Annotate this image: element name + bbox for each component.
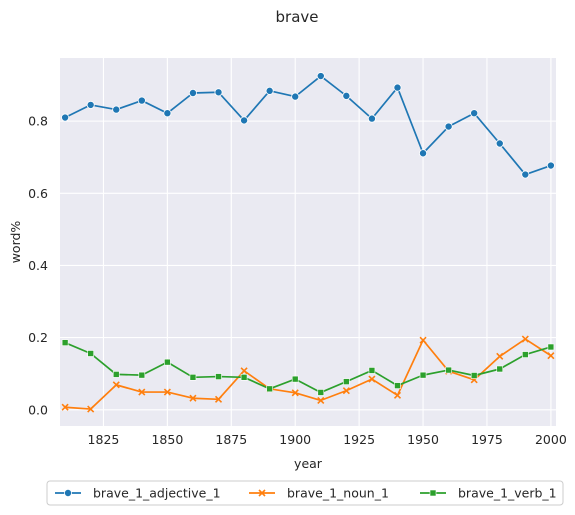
legend-marker bbox=[258, 489, 266, 497]
data-point bbox=[265, 86, 274, 95]
data-point bbox=[188, 88, 197, 97]
legend-label: brave_1_adjective_1 bbox=[93, 486, 221, 501]
data-point bbox=[343, 378, 350, 385]
x-tick-label: 1900 bbox=[279, 432, 311, 447]
x-tick-label: 2000 bbox=[535, 432, 567, 447]
data-point bbox=[87, 405, 95, 413]
y-tick-label: 0.0 bbox=[28, 402, 48, 417]
data-point bbox=[189, 394, 197, 402]
y-tick-label: 0.4 bbox=[28, 258, 48, 273]
series-brave_1_verb_1 bbox=[61, 339, 555, 396]
data-point bbox=[112, 381, 120, 389]
legend-marker bbox=[429, 489, 437, 497]
grid-lines bbox=[60, 58, 556, 426]
data-point bbox=[522, 351, 529, 358]
data-point bbox=[189, 373, 197, 381]
data-point bbox=[291, 389, 299, 397]
data-point bbox=[137, 96, 146, 105]
data-point bbox=[164, 358, 171, 366]
data-point bbox=[61, 113, 70, 122]
data-point bbox=[495, 139, 504, 148]
data-point bbox=[214, 88, 223, 97]
data-point bbox=[214, 395, 223, 403]
data-point bbox=[393, 391, 402, 399]
chart-title: brave bbox=[276, 8, 319, 26]
series-line bbox=[64, 341, 552, 394]
data-point bbox=[419, 371, 427, 379]
legend-item: brave_1_adjective_1 bbox=[55, 486, 221, 501]
y-tick-label: 0.2 bbox=[28, 330, 48, 345]
x-tick-label: 1825 bbox=[88, 432, 120, 447]
data-point bbox=[470, 109, 479, 118]
x-axis-ticks: 1825 1850 1875 1900 1925 1950 1975 2000 bbox=[88, 432, 567, 447]
series-line bbox=[65, 338, 552, 410]
legend: brave_1_adjective_1 brave_1_noun_1 brave_1… bbox=[46, 480, 564, 506]
data-point bbox=[342, 387, 350, 395]
x-axis-label: year bbox=[294, 456, 323, 471]
y-axis-label: word% bbox=[8, 221, 23, 264]
data-point bbox=[496, 365, 504, 373]
data-point bbox=[112, 105, 121, 114]
series-line bbox=[64, 75, 552, 176]
legend-label: brave_1_noun_1 bbox=[287, 486, 389, 501]
series-layer bbox=[61, 72, 555, 413]
plot-area bbox=[60, 58, 556, 426]
data-point bbox=[138, 371, 146, 379]
data-point bbox=[112, 371, 120, 378]
data-point bbox=[291, 92, 300, 101]
legend-item: brave_1_noun_1 bbox=[249, 486, 389, 501]
data-point bbox=[138, 388, 146, 396]
data-point bbox=[394, 382, 401, 389]
data-point bbox=[368, 367, 376, 374]
x-tick-label: 1850 bbox=[151, 432, 183, 447]
data-point bbox=[393, 83, 402, 92]
data-point bbox=[419, 336, 427, 344]
data-point bbox=[87, 350, 94, 357]
data-point bbox=[317, 396, 325, 404]
data-point bbox=[445, 366, 452, 374]
legend-box bbox=[46, 480, 564, 506]
series-brave_1_noun_1 bbox=[61, 335, 555, 413]
data-point bbox=[61, 403, 69, 411]
data-point bbox=[521, 170, 530, 179]
y-tick-label: 0.6 bbox=[28, 186, 48, 201]
x-tick-label: 1950 bbox=[407, 432, 439, 447]
data-point bbox=[521, 335, 529, 343]
data-point bbox=[215, 373, 222, 380]
legend-label: brave_1_verb_1 bbox=[458, 486, 557, 501]
data-point bbox=[266, 385, 273, 393]
data-point bbox=[61, 339, 69, 346]
data-point bbox=[291, 375, 299, 383]
x-tick-label: 1875 bbox=[215, 432, 247, 447]
data-point bbox=[163, 388, 171, 396]
data-point bbox=[546, 161, 555, 170]
data-point bbox=[547, 352, 555, 360]
data-point bbox=[317, 389, 325, 396]
data-point bbox=[368, 375, 376, 383]
data-point bbox=[367, 114, 376, 123]
y-axis-ticks: 0.0 0.2 0.4 0.6 0.8 bbox=[28, 114, 48, 418]
data-point bbox=[419, 149, 428, 158]
legend-marker bbox=[64, 488, 73, 497]
data-point bbox=[240, 373, 248, 381]
data-point bbox=[316, 72, 325, 81]
data-point bbox=[163, 109, 172, 118]
data-point bbox=[342, 91, 351, 100]
x-tick-label: 1975 bbox=[471, 432, 503, 447]
x-tick-label: 1925 bbox=[343, 432, 375, 447]
series-brave_1_adjective_1 bbox=[61, 72, 555, 179]
data-point bbox=[86, 100, 95, 109]
data-point bbox=[444, 122, 453, 131]
data-point bbox=[240, 116, 249, 125]
y-tick-label: 0.8 bbox=[28, 114, 48, 129]
data-point bbox=[496, 352, 504, 360]
data-point bbox=[547, 343, 555, 351]
data-point bbox=[470, 372, 478, 379]
data-point bbox=[240, 367, 248, 375]
legend-item: brave_1_verb_1 bbox=[420, 486, 557, 501]
